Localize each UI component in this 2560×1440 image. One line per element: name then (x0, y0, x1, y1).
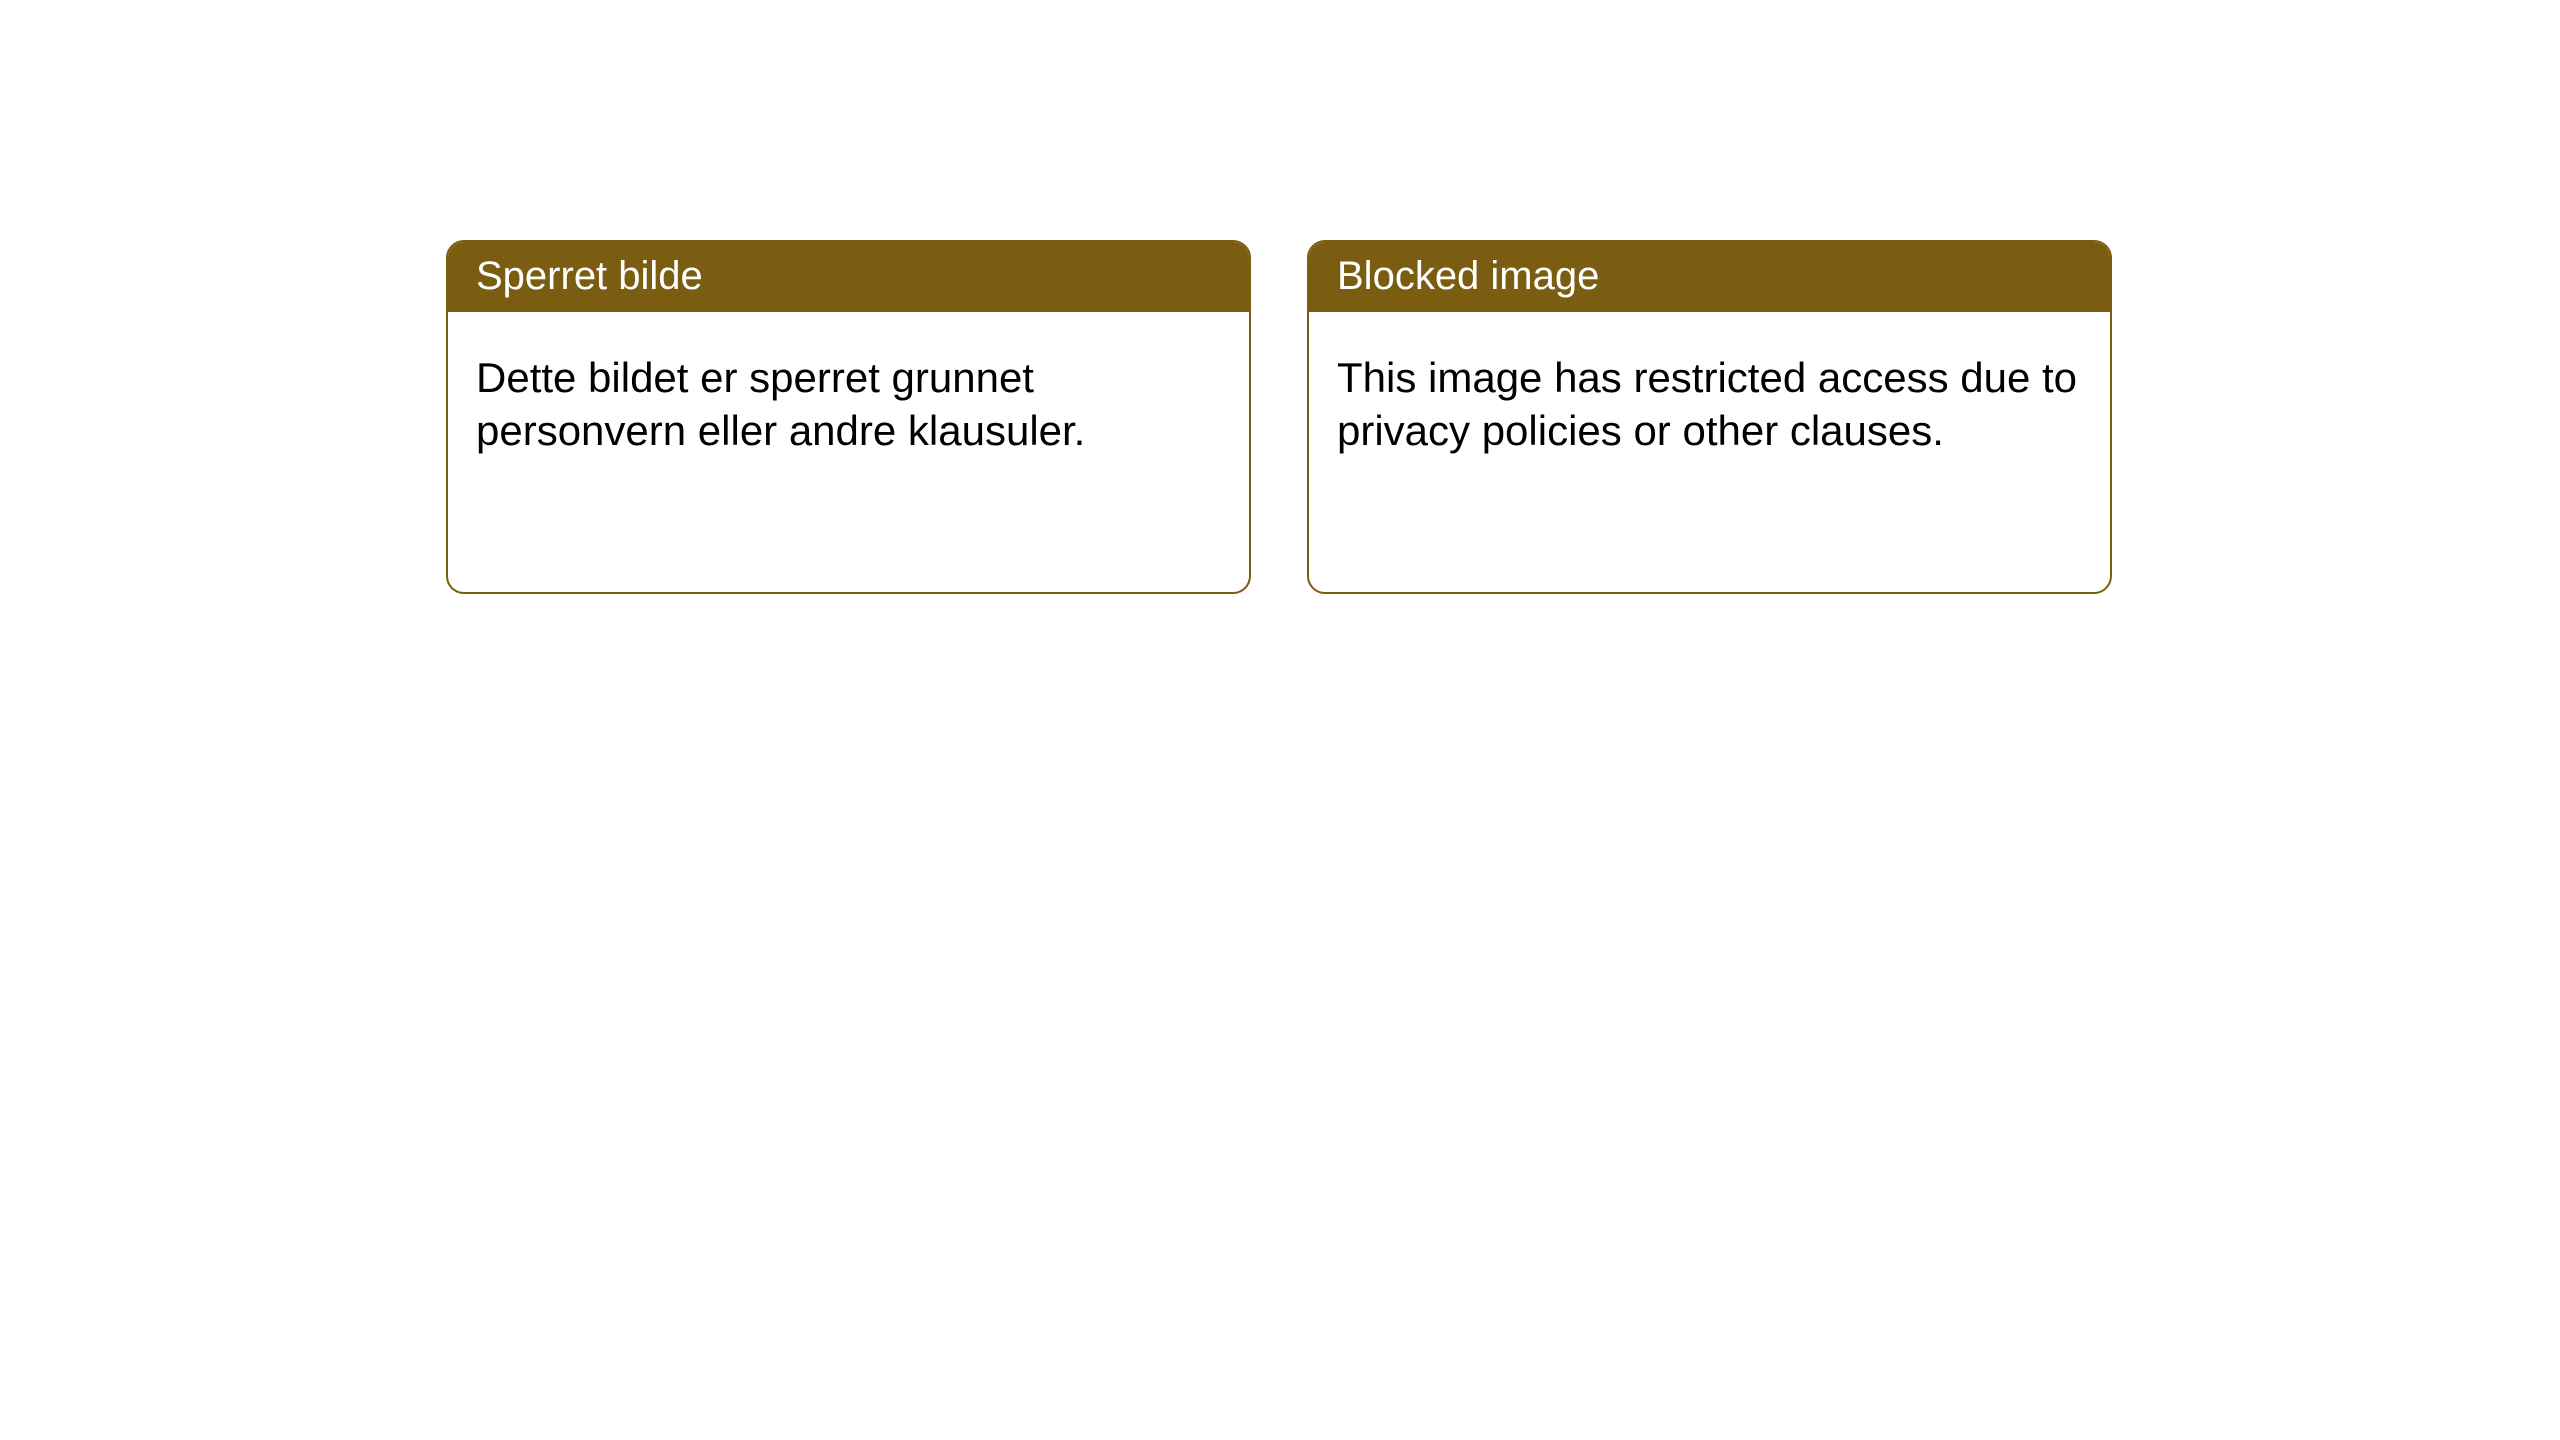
card-title: Sperret bilde (448, 242, 1249, 312)
notice-cards-row: Sperret bilde Dette bildet er sperret gr… (446, 240, 2112, 594)
notice-card-norwegian: Sperret bilde Dette bildet er sperret gr… (446, 240, 1251, 594)
card-title: Blocked image (1309, 242, 2110, 312)
notice-card-english: Blocked image This image has restricted … (1307, 240, 2112, 594)
card-body: Dette bildet er sperret grunnet personve… (448, 312, 1249, 592)
card-body: This image has restricted access due to … (1309, 312, 2110, 592)
